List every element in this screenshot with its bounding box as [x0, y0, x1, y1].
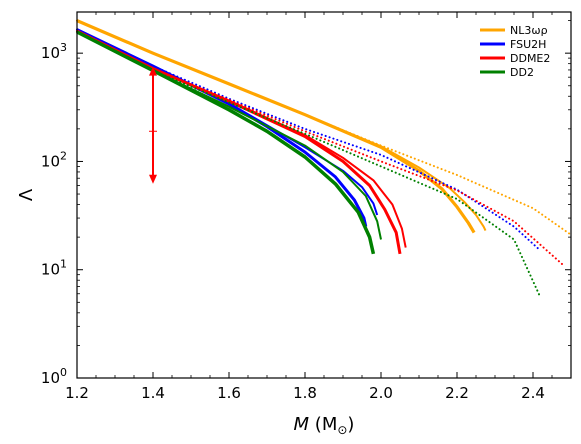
x-tick-label: 1.4 [141, 384, 165, 402]
legend-label: FSU2H [510, 38, 546, 51]
y-tick-exponent: 2 [60, 149, 67, 162]
y-axis-label: Λ [16, 188, 37, 201]
legend-label: DDME2 [510, 52, 550, 65]
x-tick-label: 2.0 [369, 384, 393, 402]
x-axis-label-unit: (M [309, 414, 337, 435]
y-tick-label: 101 [41, 258, 67, 279]
legend-label: NL3ωρ [510, 24, 548, 37]
y-tick-label: 100 [41, 366, 67, 387]
y-tick-base: 10 [41, 152, 60, 170]
legend-label: DD2 [510, 66, 534, 79]
y-tick-label: 103 [41, 41, 67, 62]
x-tick-label: 1.6 [217, 384, 241, 402]
x-tick-label: 2.4 [521, 384, 545, 402]
plot-frame [76, 11, 572, 379]
y-tick-exponent: 1 [60, 258, 67, 271]
error-bar-up-arrow [149, 66, 157, 76]
y-tick-exponent: 3 [60, 41, 67, 54]
error-bar [149, 66, 157, 184]
series-line-dd2-solid [76, 31, 382, 240]
x-axis-label-close: ) [347, 414, 354, 435]
error-bar-down-arrow [149, 174, 157, 184]
x-axis-label-sub: ⊙ [337, 423, 347, 437]
y-tick-base: 10 [41, 44, 60, 62]
y-tick-base: 10 [41, 369, 60, 387]
series-line-nl3-solid [76, 19, 487, 232]
x-axis-label-main: M [294, 414, 310, 435]
x-tick-label: 2.2 [445, 384, 469, 402]
y-tick-base: 10 [41, 261, 60, 279]
series-lines [76, 19, 572, 299]
x-tick-label: 1.8 [293, 384, 317, 402]
y-tick-exponent: 0 [60, 366, 67, 379]
y-tick-label: 102 [41, 149, 67, 170]
x-tick-label: 1.2 [65, 384, 89, 402]
series-line-ddme2-solid [76, 30, 407, 248]
x-axis-label: M (M⊙) [294, 414, 355, 437]
